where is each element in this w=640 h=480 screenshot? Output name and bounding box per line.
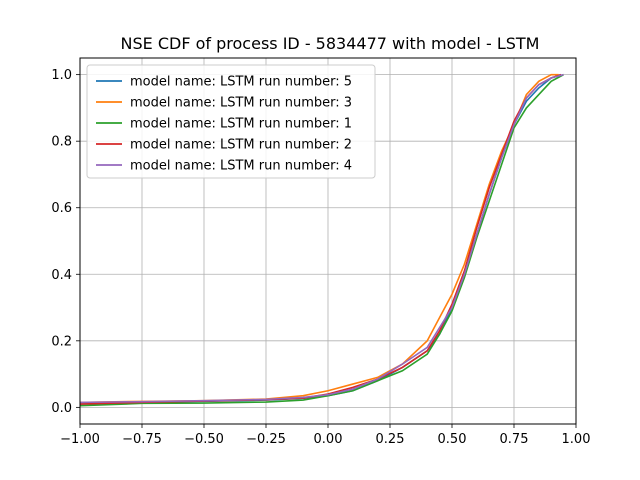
x-tick-label: 1.00 (562, 432, 591, 447)
y-tick-label: 1.0 (51, 68, 72, 83)
y-tick-label: 0.8 (51, 135, 72, 150)
x-tick-label: −0.75 (122, 432, 162, 447)
y-tick-label: 0.4 (51, 268, 72, 283)
y-tick-label: 0.6 (51, 201, 72, 216)
axes: −1.00 −0.75 −0.50 −0.25 0.00 0.25 0.50 0.75 1.00… (51, 68, 590, 447)
legend-label: model name: LSTM run number: 4 (130, 159, 352, 174)
x-tick-label: 0.50 (438, 432, 467, 447)
legend-label: model name: LSTM run number: 1 (130, 117, 352, 132)
legend-label: model name: LSTM run number: 5 (130, 75, 352, 90)
y-tick-label: 0.2 (51, 334, 72, 349)
series-line-3 (80, 73, 564, 407)
x-tick-label: 0.75 (500, 432, 529, 447)
legend: model name: LSTM run number: 5 model name… (86, 64, 376, 179)
x-tick-label: −0.25 (246, 432, 286, 447)
legend-box (86, 64, 376, 179)
series-lines (80, 73, 564, 407)
x-tick-label: −1.00 (60, 432, 100, 447)
chart-title: NSE CDF of process ID - 5834477 with mod… (121, 34, 540, 53)
series-line-5 (80, 73, 564, 404)
legend-label: model name: LSTM run number: 2 (130, 138, 352, 153)
x-tick-label: −0.50 (184, 432, 224, 447)
legend-label: model name: LSTM run number: 3 (130, 96, 352, 111)
y-tick-label: 0.0 (51, 401, 72, 416)
x-tick-label: 0.00 (314, 432, 343, 447)
x-tick-label: 0.25 (376, 432, 405, 447)
